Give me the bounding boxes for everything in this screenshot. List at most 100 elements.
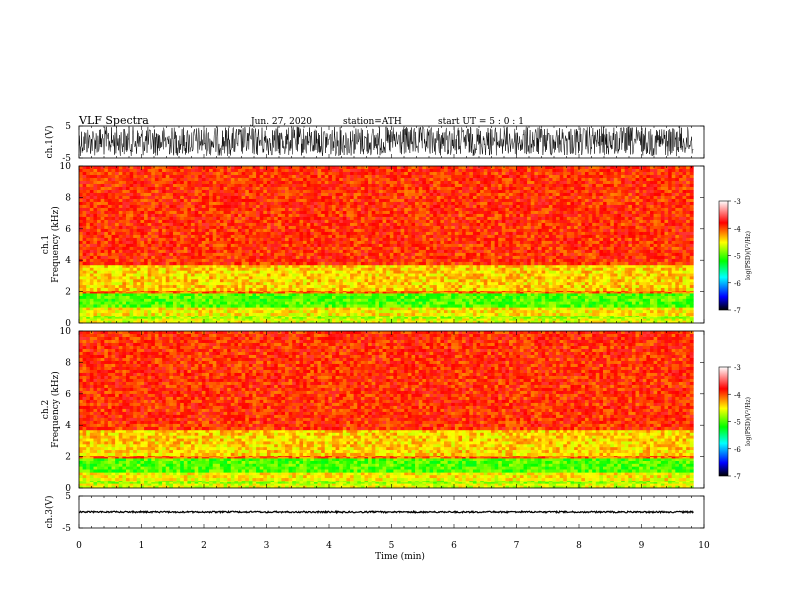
spectrogram-cell bbox=[686, 273, 691, 277]
spectrogram-cell bbox=[675, 293, 680, 297]
spectrogram-cell bbox=[646, 273, 651, 277]
spectrogram-cell bbox=[595, 304, 600, 308]
spectrogram-cell bbox=[371, 273, 376, 277]
spectrogram-cell bbox=[635, 287, 640, 292]
spectrogram-cell bbox=[418, 290, 423, 293]
spectrogram-cell bbox=[86, 273, 91, 277]
spectrogram-cell bbox=[639, 285, 644, 289]
spectrogram-cell bbox=[97, 237, 101, 242]
spectrogram-cell bbox=[82, 207, 87, 212]
spectrogram-cell bbox=[129, 276, 134, 280]
spectrogram-cell bbox=[324, 298, 329, 302]
spectrogram-cell bbox=[458, 318, 463, 321]
spectrogram-cell bbox=[172, 186, 177, 191]
spectrogram-cell bbox=[288, 301, 293, 305]
spectrogram-cell bbox=[82, 243, 87, 248]
spectrogram-cell bbox=[154, 270, 159, 274]
spectrogram-cell bbox=[147, 177, 152, 182]
spectrogram-cell bbox=[104, 273, 109, 277]
spectrogram-cell bbox=[599, 270, 604, 274]
spectrogram-cell bbox=[494, 310, 499, 314]
spectrogram-cell bbox=[621, 276, 626, 280]
spectrogram-cell bbox=[527, 285, 532, 289]
spectrogram-cell bbox=[534, 282, 539, 286]
spectrogram-cell bbox=[111, 183, 116, 188]
spectrogram-cell bbox=[335, 264, 340, 269]
spectrogram-cell bbox=[86, 293, 91, 297]
spectrogram-cell bbox=[151, 192, 156, 197]
spectrogram-cell bbox=[577, 291, 582, 294]
spectrogram-cell bbox=[313, 307, 318, 311]
spectrogram-cell bbox=[635, 267, 640, 271]
spectrogram-cell bbox=[548, 270, 553, 274]
spectrogram-cell bbox=[346, 276, 351, 280]
spectrogram-cell bbox=[93, 195, 98, 200]
spectrogram-cell bbox=[82, 291, 87, 294]
spectrogram-cell bbox=[342, 267, 347, 271]
spectrogram-cell bbox=[552, 287, 557, 292]
spectrogram-cell bbox=[465, 301, 470, 305]
spectrogram-cell bbox=[407, 318, 412, 321]
spectrogram-cell bbox=[324, 291, 329, 294]
spectrogram-cell bbox=[176, 189, 181, 194]
spectrogram-cell bbox=[451, 270, 456, 274]
spectrogram-cell bbox=[346, 273, 351, 277]
spectrogram-cell bbox=[151, 198, 156, 203]
spectrogram-cell bbox=[559, 298, 564, 302]
spectrogram-cell bbox=[328, 267, 333, 271]
spectrogram-cell bbox=[523, 320, 528, 324]
spectrogram-cell bbox=[436, 273, 441, 277]
spectrogram-cell bbox=[559, 313, 564, 317]
spectrogram-cell bbox=[162, 255, 167, 260]
spectrogram-cell bbox=[472, 296, 477, 300]
spectrogram-cell bbox=[133, 166, 138, 170]
spectrogram-cell bbox=[541, 287, 546, 292]
spectrogram-cell bbox=[129, 285, 134, 289]
spectrogram-cell bbox=[191, 287, 195, 292]
spectrogram-cell bbox=[631, 315, 636, 318]
spectrogram-cell bbox=[107, 310, 112, 314]
spectrogram-cell bbox=[118, 240, 123, 245]
spectrogram-cell bbox=[371, 279, 376, 283]
spectrogram-cell bbox=[285, 273, 289, 277]
spectrogram-cell bbox=[577, 264, 582, 269]
spectrogram-cell bbox=[324, 273, 329, 277]
spectrogram-cell bbox=[154, 315, 159, 318]
spectrogram-cell bbox=[212, 317, 217, 319]
spectrogram-cell bbox=[415, 270, 420, 274]
spectrogram-cell bbox=[671, 270, 676, 274]
spectrogram-cell bbox=[682, 317, 687, 319]
spectrogram-cell bbox=[118, 198, 123, 203]
spectrogram-cell bbox=[429, 270, 434, 274]
spectrogram-cell bbox=[483, 315, 488, 318]
spectrogram-cell bbox=[115, 293, 120, 297]
spectrogram-cell bbox=[256, 279, 260, 283]
spectrogram-cell bbox=[418, 318, 423, 321]
spectrogram-cell bbox=[89, 307, 94, 311]
spectrogram-cell bbox=[162, 264, 167, 269]
spectrogram-cell bbox=[581, 276, 586, 280]
spectrogram-cell bbox=[194, 273, 199, 277]
spectrogram-cell bbox=[198, 290, 203, 293]
spectrogram-cell bbox=[162, 180, 167, 185]
spectrogram-cell bbox=[125, 273, 130, 277]
spectrogram-cell bbox=[205, 296, 210, 300]
spectrogram-cell bbox=[346, 304, 351, 308]
spectrogram-cell bbox=[154, 210, 159, 215]
spectrogram-cell bbox=[642, 301, 647, 305]
spectrogram-cell bbox=[378, 307, 383, 311]
spectrogram-cell bbox=[501, 293, 506, 297]
spectrogram-cell bbox=[122, 234, 127, 239]
spectrogram-cell bbox=[180, 255, 185, 260]
spectrogram-cell bbox=[263, 293, 268, 297]
spectrogram-cell bbox=[118, 310, 123, 314]
spectrogram-cell bbox=[165, 264, 170, 269]
spectrogram-cell bbox=[682, 270, 687, 274]
spectrogram-cell bbox=[360, 290, 365, 293]
spectrogram-cell bbox=[675, 307, 680, 311]
spectrogram-cell bbox=[234, 320, 239, 324]
spectrogram-cell bbox=[79, 219, 83, 224]
spectrogram-cell bbox=[180, 258, 185, 263]
spectrogram-cell bbox=[79, 282, 83, 286]
spectrogram-cell bbox=[169, 293, 174, 297]
